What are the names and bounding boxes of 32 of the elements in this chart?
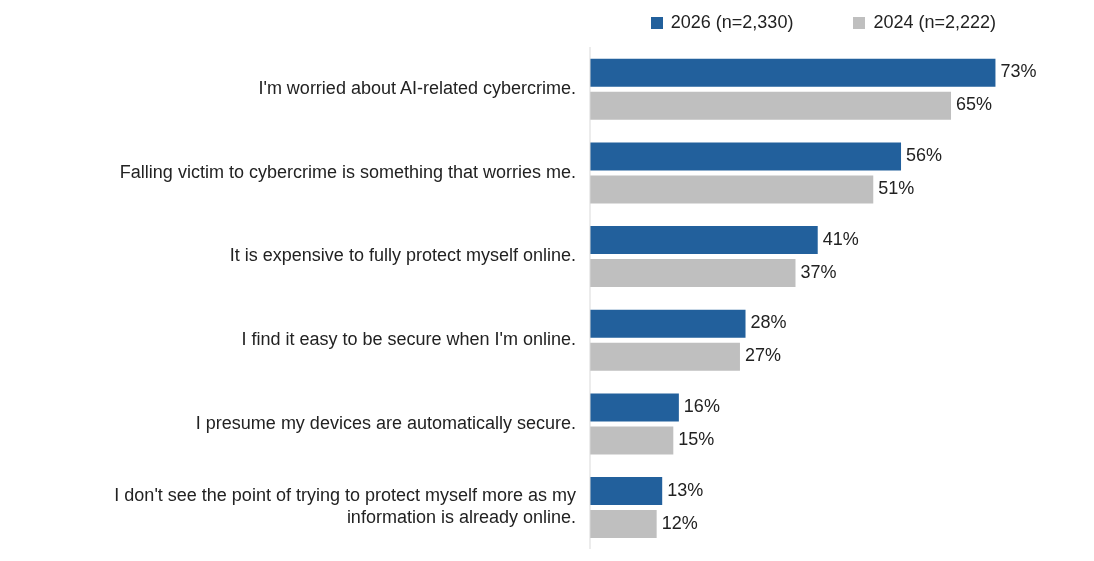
legend-label: 2024 (n=2,222) bbox=[872, 12, 996, 33]
bar bbox=[590, 142, 902, 171]
y-tick-label: I find it easy to be secure when I'm online. bbox=[241, 328, 576, 349]
bar bbox=[590, 393, 679, 422]
data-label: 27% bbox=[744, 345, 781, 366]
y-tick-label: Falling victim to cybercrime is something that worries me. bbox=[119, 161, 576, 182]
data-label: 73% bbox=[1000, 61, 1037, 82]
data-label: 65% bbox=[956, 94, 993, 115]
y-tick-label: It is expensive to fully protect myself online. bbox=[229, 244, 576, 265]
data-label: 15% bbox=[678, 429, 715, 450]
y-tick-label: I don't see the point of trying to protect myself more as my information is already online. bbox=[114, 484, 576, 527]
y-tick-label: I'm worried about AI-related cybercrime. bbox=[258, 77, 576, 98]
bar bbox=[590, 175, 874, 204]
y-tick-label: I presume my devices are automatically secure. bbox=[195, 412, 576, 433]
legend-label: 2026 (n=2,330) bbox=[669, 12, 794, 33]
bar bbox=[590, 226, 818, 255]
data-label: 41% bbox=[822, 228, 859, 249]
bar bbox=[590, 426, 674, 455]
bar bbox=[590, 91, 952, 120]
bar bbox=[590, 477, 663, 506]
data-label: 51% bbox=[878, 178, 915, 199]
bar bbox=[590, 58, 996, 87]
bar bbox=[590, 510, 657, 539]
bar bbox=[590, 309, 746, 338]
data-label: 13% bbox=[667, 479, 704, 500]
data-label: 12% bbox=[661, 512, 698, 533]
data-label: 28% bbox=[750, 312, 787, 333]
bar bbox=[590, 342, 740, 371]
data-label: 37% bbox=[800, 261, 837, 282]
data-label: 56% bbox=[906, 145, 943, 166]
data-label: 16% bbox=[683, 396, 720, 417]
bar bbox=[590, 259, 796, 288]
